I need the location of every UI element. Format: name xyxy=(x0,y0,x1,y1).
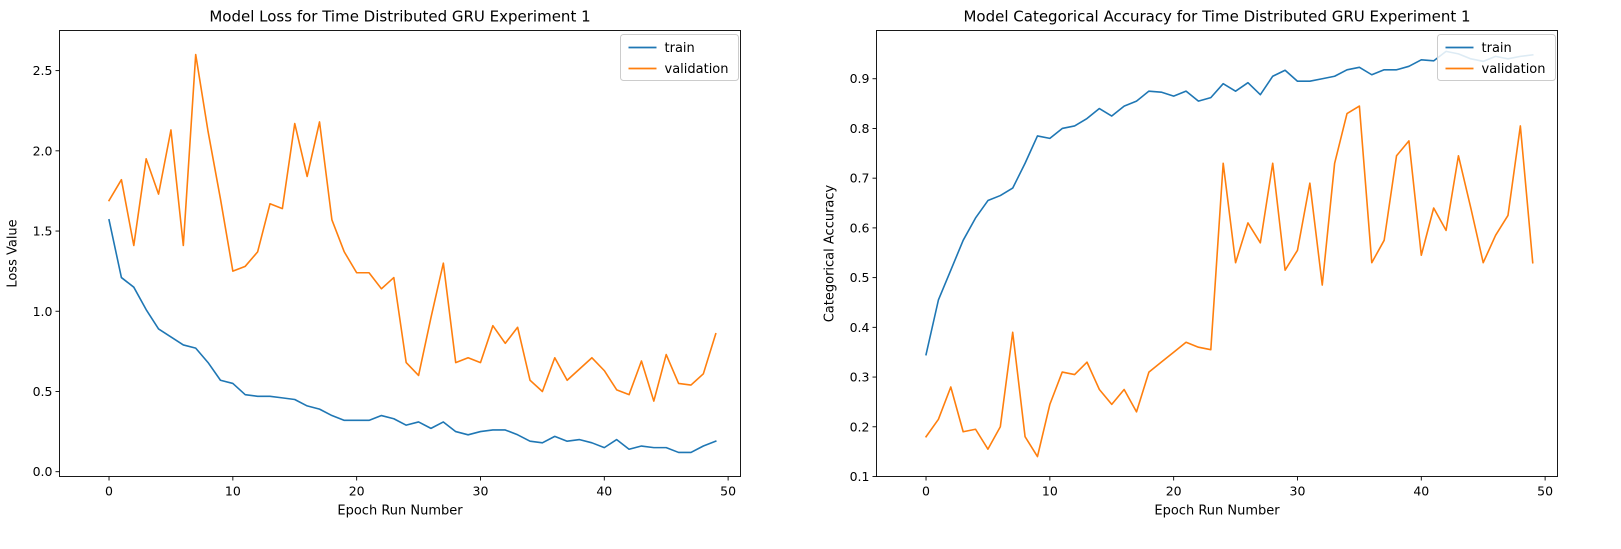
series-line-validation xyxy=(924,105,1534,458)
x-tick-label: 50 xyxy=(720,484,736,499)
y-tick-label: 0.3 xyxy=(850,370,870,385)
chart-2: 0 10 20 30 40 50 0.1 0.2 0.3 0.4 0.5 0.6 0.7 0.8 0.9 Mo… xyxy=(823,8,1558,519)
x-tick-label: 40 xyxy=(596,484,612,499)
x-axis-label: Epoch Run Number xyxy=(337,504,463,519)
y-tick-label: 0.4 xyxy=(850,320,870,335)
chart-title: Model Loss for Time Distributed GRU Expe… xyxy=(209,8,590,26)
y-tick-label: 2.0 xyxy=(33,143,53,158)
x-tick-label: 30 xyxy=(1290,484,1306,499)
x-tick-label: 10 xyxy=(225,484,241,499)
legend-label-validation: validation xyxy=(665,62,729,77)
y-tick-label: 1.5 xyxy=(33,224,53,239)
y-tick-label: 1.0 xyxy=(33,304,53,319)
x-tick-label: 40 xyxy=(1413,484,1429,499)
chart-title: Model Categorical Accuracy for Time Dist… xyxy=(963,8,1470,26)
x-tick-label: 50 xyxy=(1537,484,1553,499)
y-tick-label: 2.5 xyxy=(33,63,53,78)
y-tick-label: 0.5 xyxy=(850,270,870,285)
y-tick-label: 0.9 xyxy=(850,71,870,86)
y-axis-label: Loss Value xyxy=(6,219,21,287)
y-axis-label: Categorical Accuracy xyxy=(823,184,838,322)
y-tick-label: 0.8 xyxy=(850,121,870,136)
series-line-train xyxy=(108,218,717,454)
x-tick-label: 0 xyxy=(105,484,113,499)
x-tick-label: 20 xyxy=(1166,484,1182,499)
y-tick-label: 0.0 xyxy=(33,464,53,479)
x-tick-label: 0 xyxy=(922,484,930,499)
x-axis-label: Epoch Run Number xyxy=(1154,504,1280,519)
x-tick-label: 10 xyxy=(1042,484,1058,499)
legend-label-validation: validation xyxy=(1482,62,1546,77)
y-tick-label: 0.7 xyxy=(850,171,870,186)
legend-label-train: train xyxy=(1482,41,1512,56)
plot-frame xyxy=(59,30,741,477)
y-tick-label: 0.6 xyxy=(850,220,870,235)
legend-label-train: train xyxy=(665,41,695,56)
series-group xyxy=(924,50,1534,458)
legend: train validation xyxy=(1437,34,1556,81)
legend: train validation xyxy=(620,34,739,81)
x-tick-label: 20 xyxy=(349,484,365,499)
plot-frame xyxy=(876,30,1558,477)
x-tick-label: 30 xyxy=(473,484,489,499)
y-tick-label: 0.5 xyxy=(33,384,53,399)
y-tick-label: 0.2 xyxy=(850,419,870,434)
series-line-validation xyxy=(107,53,717,402)
series-line-train xyxy=(925,50,1534,356)
y-tick-label: 0.1 xyxy=(850,469,870,484)
chart-1: 0 10 20 30 40 50 0.0 0.5 1.0 1.5 2.0 2.5 Model Loss … xyxy=(6,8,741,519)
series-group xyxy=(107,53,717,454)
